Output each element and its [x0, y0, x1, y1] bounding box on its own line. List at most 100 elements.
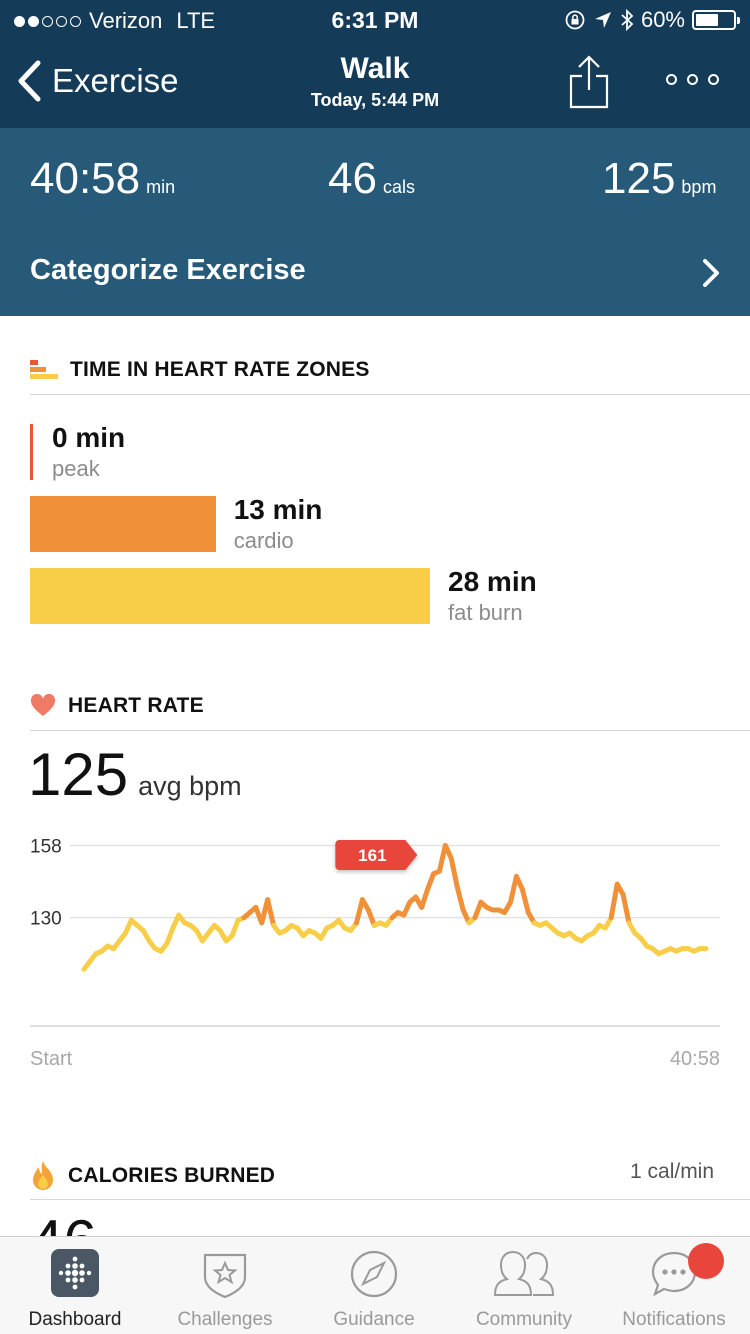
tab-guidance[interactable]: Guidance — [299, 1237, 449, 1334]
zones-divider — [30, 394, 750, 395]
battery-fill — [696, 14, 718, 26]
zone-label-cardio: cardio — [233, 528, 294, 553]
x-end-label: 40:58 — [670, 1048, 720, 1070]
page-title: Walk — [340, 52, 410, 85]
heart-rate-segment — [472, 899, 484, 921]
heart-rate-segment — [620, 891, 632, 926]
avg-bpm-value: 125 — [28, 741, 129, 808]
heart-rate-segment — [608, 881, 620, 921]
x-start-label: Start — [30, 1048, 73, 1070]
heart-rate-segment — [265, 897, 277, 928]
categorize-exercise-button[interactable]: Categorize Exercise — [30, 254, 306, 286]
network-type: LTE — [176, 8, 216, 33]
calories-value: 46 — [328, 154, 377, 203]
tab-dashboard[interactable]: Dashboard — [0, 1237, 150, 1334]
more-icon — [666, 74, 677, 85]
orientation-lock-icon — [565, 10, 585, 30]
dashboard-icon — [51, 1249, 99, 1297]
calories-divider — [30, 1199, 750, 1200]
zones-section-header: TIME IN HEART RATE ZONES — [30, 358, 370, 382]
zone-bar-peak — [30, 424, 33, 480]
zone-value-fat-burn: 28 min — [448, 566, 537, 597]
heart-rate-segment — [519, 886, 531, 916]
y-tick-130: 130 — [30, 909, 62, 930]
heart-rate-chart: 158 130 Start 40:58 161 — [30, 836, 720, 1070]
heart-rate-value: 125 — [602, 154, 676, 203]
calories-stat: 46 cals — [328, 154, 415, 204]
heart-rate-average: 125 avg bpm — [28, 740, 242, 809]
more-button[interactable] — [666, 74, 719, 85]
location-icon — [594, 12, 611, 28]
peak-value-label: 161 — [358, 846, 386, 865]
tab-label-guidance: Guidance — [333, 1309, 415, 1330]
share-icon[interactable] — [566, 54, 612, 110]
y-tick-158: 158 — [30, 836, 62, 857]
tab-notifications[interactable]: Notifications — [599, 1237, 749, 1334]
heart-rate-stat: 125 bpm — [602, 154, 716, 204]
avg-bpm-unit: avg bpm — [138, 771, 242, 801]
heart-rate-line — [81, 842, 709, 972]
tab-label-challenges: Challenges — [177, 1309, 273, 1330]
zone-value-peak: 0 min — [52, 422, 126, 453]
community-icon — [493, 1250, 555, 1296]
battery-icon — [692, 10, 740, 30]
tab-bar: Dashboard Challenges Guidance Community … — [0, 1236, 750, 1334]
tab-challenges[interactable]: Challenges — [150, 1237, 300, 1334]
battery-percent: 60% — [640, 7, 685, 32]
heart-rate-segment — [164, 925, 176, 946]
tab-community[interactable]: Community — [449, 1237, 599, 1334]
chevron-right-icon[interactable] — [700, 258, 722, 288]
page-title-block: Walk Today, 5:44 PM — [0, 52, 750, 111]
zones-title: TIME IN HEART RATE ZONES — [70, 358, 370, 381]
calories-section-header: CALORIES BURNED — [30, 1160, 275, 1192]
heart-rate-segment — [419, 886, 431, 910]
duration-unit: min — [146, 177, 176, 197]
heart-rate-segment — [229, 917, 241, 939]
carrier-name: Verizon — [89, 8, 163, 33]
heart-rate-segment — [436, 842, 448, 874]
heart-rate-segment — [448, 855, 460, 890]
bluetooth-icon — [621, 9, 634, 31]
tab-label-dashboard: Dashboard — [28, 1309, 122, 1330]
status-bar: Verizon LTE 6:31 PM 60% — [0, 0, 750, 40]
calories-rate: 1 cal/min — [630, 1160, 715, 1183]
zone-label-fat-burn: fat burn — [448, 600, 523, 625]
heart-rate-segment — [425, 871, 437, 892]
calories-value: 46 — [30, 1212, 97, 1238]
calories-title: CALORIES BURNED — [68, 1164, 276, 1187]
exercise-summary: 40:58 min 46 cals 125 bpm Categorize Exe… — [0, 128, 750, 316]
zone-bar-fat-burn — [30, 568, 430, 624]
status-left: Verizon LTE — [14, 8, 215, 34]
heart-rate-unit: bpm — [681, 177, 717, 197]
back-button[interactable]: Exercise — [16, 60, 179, 102]
compass-icon — [350, 1250, 398, 1298]
zones-icon — [30, 358, 58, 382]
peak-marker — [335, 840, 418, 870]
heart-rate-segment — [508, 873, 519, 905]
nav-bar: Exercise Walk Today, 5:44 PM — [0, 40, 750, 128]
calories-unit: cals — [382, 177, 415, 197]
notification-badge — [688, 1243, 724, 1279]
heart-rate-divider — [30, 730, 750, 731]
status-right: 60% — [564, 7, 740, 33]
heart-rate-segment — [353, 897, 365, 926]
heart-rate-section-header: HEART RATE — [30, 694, 204, 718]
flame-icon — [30, 1160, 56, 1192]
zone-value-cardio: 13 min — [233, 494, 323, 525]
heart-rate-segment — [454, 884, 466, 913]
heart-icon — [30, 694, 56, 718]
zone-label-peak: peak — [52, 456, 100, 481]
tab-label-notifications: Notifications — [622, 1309, 726, 1330]
heart-rate-segment — [365, 907, 377, 928]
page-subtitle: Today, 5:44 PM — [310, 90, 440, 110]
challenges-icon — [203, 1253, 247, 1299]
tab-label-community: Community — [475, 1309, 573, 1330]
back-label: Exercise — [52, 62, 179, 99]
duration-stat: 40:58 min — [30, 154, 175, 204]
zone-bar-cardio — [30, 496, 216, 552]
status-time: 6:31 PM — [331, 7, 419, 33]
signal-strength-icon — [14, 15, 81, 27]
duration-value: 40:58 — [30, 154, 141, 203]
heart-rate-title: HEART RATE — [68, 694, 204, 717]
app-header: Verizon LTE 6:31 PM 60% — [0, 0, 750, 128]
